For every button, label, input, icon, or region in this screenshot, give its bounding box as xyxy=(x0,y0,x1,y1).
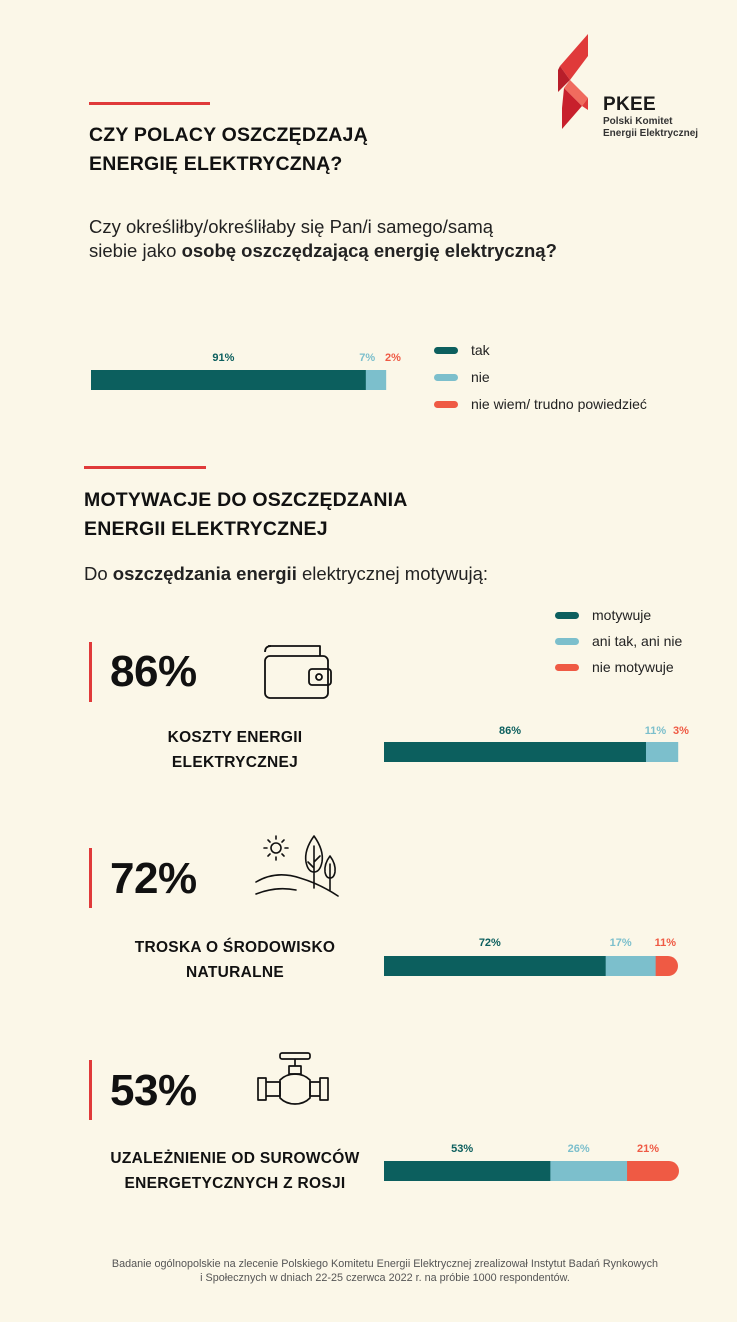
legend-swatch xyxy=(555,664,579,671)
motivation-accent-bar xyxy=(89,1060,92,1120)
section1-heading: CZY POLACY OSZCZĘDZAJĄ ENERGIĘ ELEKTRYCZ… xyxy=(89,124,368,175)
motivation-accent-bar xyxy=(89,848,92,908)
footer-note: Badanie ogólnopolskie na zlecenie Polski… xyxy=(111,1258,659,1284)
data-label-2: 11% xyxy=(645,725,667,737)
bar-segment-1 xyxy=(384,956,606,976)
legend-swatch xyxy=(555,612,579,619)
section1-question: Czy określiłby/określiłaby się Pan/i sam… xyxy=(89,216,557,261)
bar-segment-3 xyxy=(617,1161,679,1181)
legend-swatch xyxy=(434,347,458,354)
data-label-2: 26% xyxy=(568,1143,590,1155)
motivation-big-percent: 53% xyxy=(110,1066,197,1115)
motivation-big-percent: 86% xyxy=(110,647,197,696)
motivation-label: KOSZTY ENERGII ELEKTRYCZNEJ xyxy=(167,729,303,771)
data-label-1: 91% xyxy=(212,352,234,364)
section2-heading: MOTYWACJE DO OSZCZĘDZANIA ENERGII ELEKTR… xyxy=(84,489,408,540)
nature-icon xyxy=(255,835,339,897)
section2-intro: Do oszczędzania energii elektrycznej mot… xyxy=(84,563,489,584)
bar-segment-2 xyxy=(595,956,656,976)
data-label-1: 86% xyxy=(499,725,521,737)
data-label-2: 7% xyxy=(359,352,375,364)
logo-subtitle: Polski Komitet Energii Elektrycznej xyxy=(603,116,699,139)
data-label-3: 3% xyxy=(673,725,689,737)
bar-segment-1 xyxy=(384,742,646,762)
data-label-3: 2% xyxy=(385,352,401,364)
pkee-logo-icon xyxy=(558,34,588,129)
bar-segment-2 xyxy=(540,1161,628,1181)
data-label-1: 72% xyxy=(479,937,501,949)
section1-accent-line xyxy=(89,102,210,105)
chart-troska-o-srodowisko: 72% 17% 11% xyxy=(384,937,678,976)
pipe-valve-icon xyxy=(257,1052,329,1105)
motivation-accent-bar xyxy=(89,642,92,702)
legend-swatch xyxy=(434,401,458,408)
logo-text: PKEE Polski Komitet Energii Elektrycznej xyxy=(603,94,698,140)
section2-accent-line xyxy=(84,466,206,469)
data-label-2: 17% xyxy=(610,937,632,949)
data-label-1: 53% xyxy=(451,1143,473,1155)
data-label-3: 21% xyxy=(637,1143,659,1155)
logo-name: PKEE xyxy=(603,94,656,115)
motivation-label: TROSKA O ŚRODOWISKO NATURALNE xyxy=(134,939,336,981)
chart-oszczedzanie: 91% 7% 2% xyxy=(91,352,401,390)
chart-koszty-energii: 86% 11% 3% xyxy=(384,725,689,762)
legend-swatch xyxy=(434,374,458,381)
wallet-icon xyxy=(264,645,332,699)
legend-swatch xyxy=(555,638,579,645)
motivation-label: UZALEŻNIENIE OD SUROWCÓW ENERGETYCZNYCH … xyxy=(110,1150,360,1192)
chart-uzaleznienie-od-surowcow: 53% 26% 21% xyxy=(384,1143,679,1181)
data-label-3: 11% xyxy=(655,937,677,949)
bar-segment-1 xyxy=(384,1161,551,1181)
motivation-big-percent: 72% xyxy=(110,854,197,903)
bar-segment-1 xyxy=(91,370,366,390)
bar-segment-2 xyxy=(635,742,679,762)
